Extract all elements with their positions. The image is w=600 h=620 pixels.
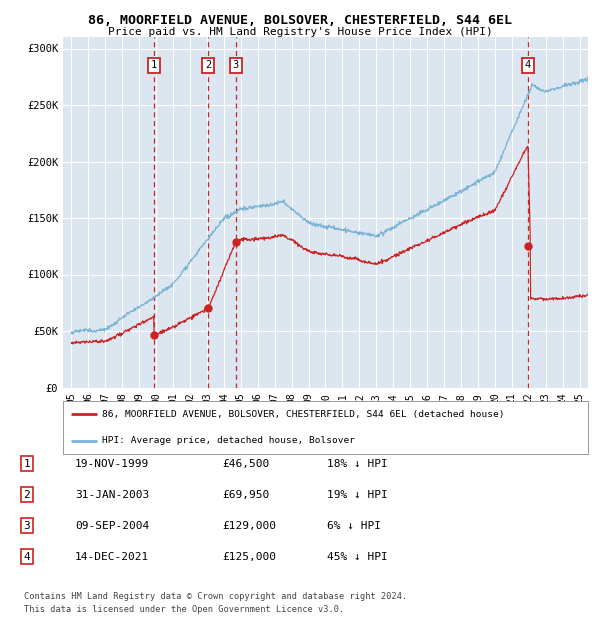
Text: 18% ↓ HPI: 18% ↓ HPI [327,459,388,469]
Text: 6% ↓ HPI: 6% ↓ HPI [327,521,381,531]
Text: £125,000: £125,000 [222,552,276,562]
Text: 2: 2 [23,490,31,500]
Text: 3: 3 [232,61,239,71]
Text: £129,000: £129,000 [222,521,276,531]
Text: 19% ↓ HPI: 19% ↓ HPI [327,490,388,500]
Text: 4: 4 [23,552,31,562]
Text: 19-NOV-1999: 19-NOV-1999 [75,459,149,469]
Text: Price paid vs. HM Land Registry's House Price Index (HPI): Price paid vs. HM Land Registry's House … [107,27,493,37]
Text: 1: 1 [151,61,157,71]
Text: £46,500: £46,500 [222,459,269,469]
Text: Contains HM Land Registry data © Crown copyright and database right 2024.: Contains HM Land Registry data © Crown c… [24,592,407,601]
Text: HPI: Average price, detached house, Bolsover: HPI: Average price, detached house, Bols… [103,436,355,445]
Text: 86, MOORFIELD AVENUE, BOLSOVER, CHESTERFIELD, S44 6EL (detached house): 86, MOORFIELD AVENUE, BOLSOVER, CHESTERF… [103,410,505,419]
Text: 86, MOORFIELD AVENUE, BOLSOVER, CHESTERFIELD, S44 6EL: 86, MOORFIELD AVENUE, BOLSOVER, CHESTERF… [88,14,512,27]
Text: 09-SEP-2004: 09-SEP-2004 [75,521,149,531]
Text: 4: 4 [525,61,531,71]
Text: This data is licensed under the Open Government Licence v3.0.: This data is licensed under the Open Gov… [24,604,344,614]
Text: 3: 3 [23,521,31,531]
Text: 31-JAN-2003: 31-JAN-2003 [75,490,149,500]
Text: 2: 2 [205,61,211,71]
Text: 14-DEC-2021: 14-DEC-2021 [75,552,149,562]
Text: £69,950: £69,950 [222,490,269,500]
Text: 45% ↓ HPI: 45% ↓ HPI [327,552,388,562]
Text: 1: 1 [23,459,31,469]
